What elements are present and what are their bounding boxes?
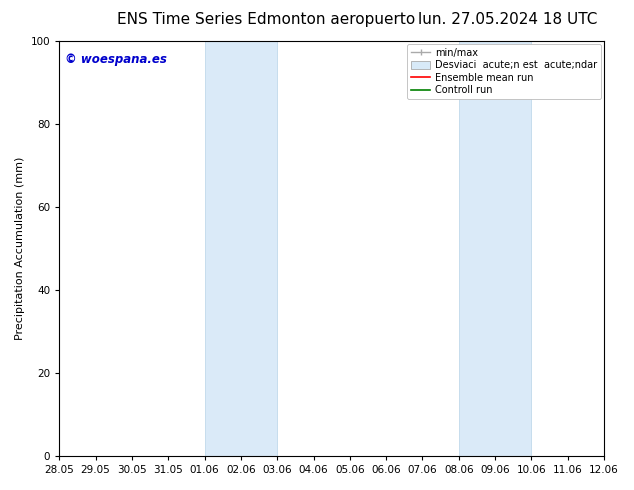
Y-axis label: Precipitation Accumulation (mm): Precipitation Accumulation (mm) <box>15 157 25 340</box>
Text: © woespana.es: © woespana.es <box>65 53 167 67</box>
Bar <box>205 41 277 456</box>
Bar <box>459 41 531 456</box>
Legend: min/max, Desviaci  acute;n est  acute;ndar, Ensemble mean run, Controll run: min/max, Desviaci acute;n est acute;ndar… <box>407 44 601 99</box>
Text: lun. 27.05.2024 18 UTC: lun. 27.05.2024 18 UTC <box>418 12 597 27</box>
Text: ENS Time Series Edmonton aeropuerto: ENS Time Series Edmonton aeropuerto <box>117 12 415 27</box>
